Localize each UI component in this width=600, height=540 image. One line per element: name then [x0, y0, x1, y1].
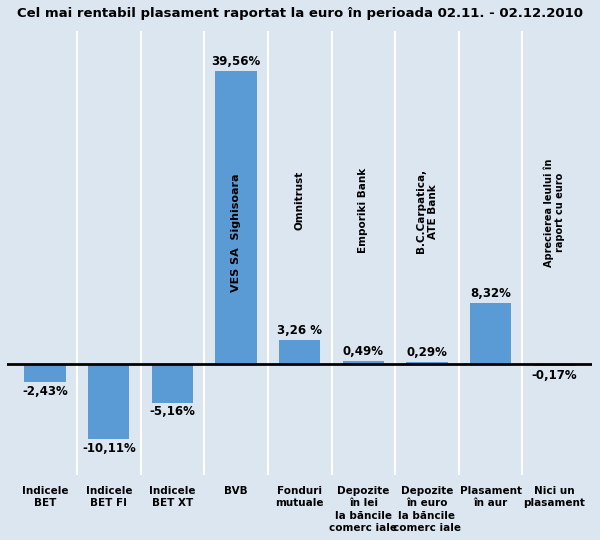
Bar — [152, 364, 193, 402]
Text: 0,29%: 0,29% — [407, 346, 448, 359]
Text: Aprecierea leului în
raport cu euro: Aprecierea leului în raport cu euro — [543, 158, 565, 267]
Text: Omnitrust: Omnitrust — [295, 171, 305, 230]
Bar — [470, 302, 511, 364]
Text: -5,16%: -5,16% — [149, 406, 196, 419]
Text: 3,26 %: 3,26 % — [277, 324, 322, 337]
Text: 0,49%: 0,49% — [343, 345, 384, 357]
Bar — [215, 71, 257, 364]
Text: B.C.Carpatica,
ATE Bank: B.C.Carpatica, ATE Bank — [416, 169, 438, 253]
Text: Emporiki Bank: Emporiki Bank — [358, 168, 368, 253]
Bar — [533, 364, 575, 366]
Bar — [343, 361, 384, 365]
Bar — [279, 340, 320, 364]
Title: Cel mai rentabil plasament raportat la euro în perioada 02.11. - 02.12.2010: Cel mai rentabil plasament raportat la e… — [17, 7, 583, 20]
Text: 39,56%: 39,56% — [211, 55, 260, 68]
Text: 8,32%: 8,32% — [470, 287, 511, 300]
Bar — [88, 364, 130, 439]
Text: -0,17%: -0,17% — [532, 368, 577, 382]
Text: -10,11%: -10,11% — [82, 442, 136, 455]
Text: -2,43%: -2,43% — [22, 385, 68, 399]
Text: VES SA  Sighisoara: VES SA Sighisoara — [231, 173, 241, 292]
Bar — [406, 362, 448, 365]
Bar — [25, 364, 66, 382]
